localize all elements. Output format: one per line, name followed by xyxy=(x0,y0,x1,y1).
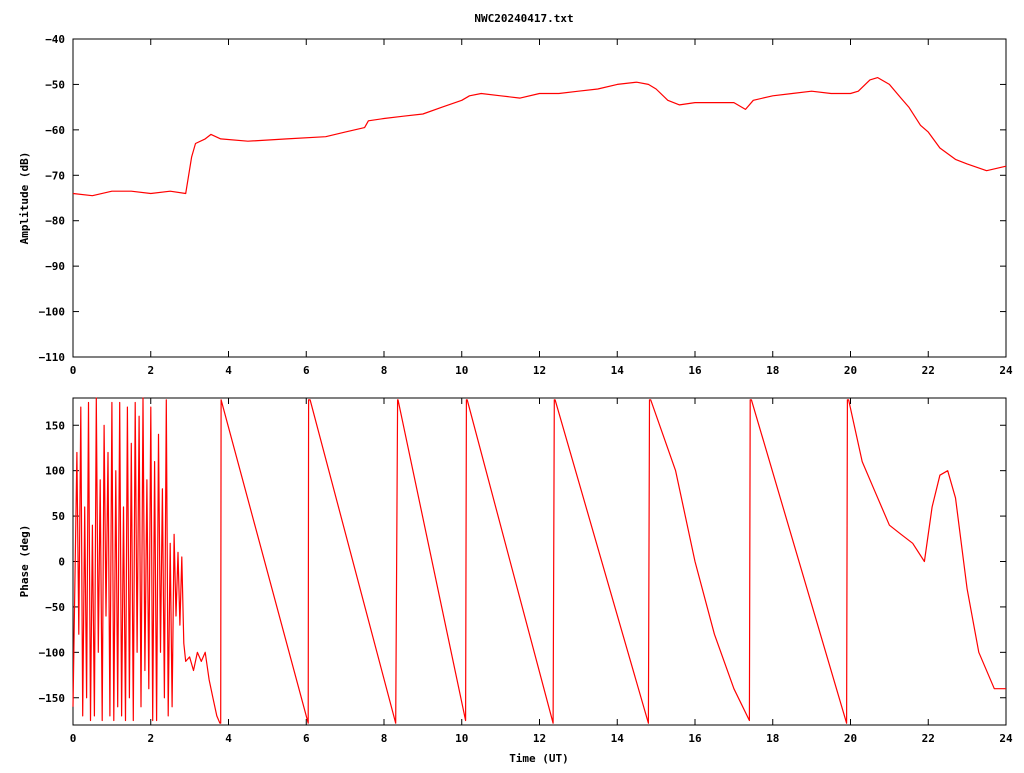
phase-x-tick-label: 14 xyxy=(611,732,625,745)
phase-y-tick-label: 0 xyxy=(58,556,65,569)
amplitude-y-tick-label: −110 xyxy=(39,351,66,364)
phase-y-tick-label: 50 xyxy=(52,510,65,523)
phase-y-tick-label: 100 xyxy=(45,465,65,478)
amplitude-x-tick-label: 16 xyxy=(688,364,702,377)
amplitude-y-tick-label: −80 xyxy=(45,215,65,228)
phase-x-tick-label: 24 xyxy=(999,732,1013,745)
amplitude-plot-frame xyxy=(72,38,1007,358)
amplitude-x-tick-label: 0 xyxy=(70,364,77,377)
phase-x-tick-label: 16 xyxy=(688,732,702,745)
amplitude-tick-labels: 0 2 4 6 8 10 12 14 16 18 20 22 24−110−100−90−80−70−6… xyxy=(39,33,1013,377)
amplitude-y-tick-label: −70 xyxy=(45,169,65,182)
phase-y-tick-label: 150 xyxy=(45,419,65,432)
amplitude-x-tick-label: 24 xyxy=(999,364,1013,377)
phase-y-tick-label: −100 xyxy=(39,646,66,659)
phase-x-tick-label: 2 xyxy=(147,732,154,745)
phase-plot-frame xyxy=(72,397,1007,726)
amplitude-x-tick-label: 20 xyxy=(844,364,857,377)
phase-panel: Phase (deg) Time (UT) 0 2 4 6 8 10 12 14 16 18 20 2… xyxy=(18,397,1013,765)
amplitude-y-tick-label: −100 xyxy=(39,306,66,319)
phase-x-tick-label: 10 xyxy=(455,732,468,745)
amplitude-y-axis-label: Amplitude (dB) xyxy=(18,152,31,245)
amplitude-trace xyxy=(72,77,1007,197)
phase-x-tick-label: 22 xyxy=(922,732,935,745)
phase-x-tick-label: 18 xyxy=(766,732,779,745)
phase-x-tick-label: 8 xyxy=(381,732,388,745)
amplitude-x-tick-label: 10 xyxy=(455,364,468,377)
phase-x-tick-label: 0 xyxy=(70,732,77,745)
phase-y-tick-label: −50 xyxy=(45,601,65,614)
amplitude-y-tick-label: −40 xyxy=(45,33,65,46)
phase-x-tick-label: 4 xyxy=(225,732,232,745)
amplitude-x-tick-label: 14 xyxy=(611,364,625,377)
phase-x-tick-label: 12 xyxy=(533,732,546,745)
phase-y-axis-label: Phase (deg) xyxy=(18,525,31,598)
amplitude-x-tick-label: 4 xyxy=(225,364,232,377)
phase-tick-labels: 0 2 4 6 8 10 12 14 16 18 20 22 24−150−100−5005010015… xyxy=(39,419,1013,745)
amplitude-y-tick-label: −50 xyxy=(45,78,65,91)
phase-x-axis-label: Time (UT) xyxy=(509,752,569,765)
phase-y-tick-label: −150 xyxy=(39,692,66,705)
amplitude-ticks xyxy=(72,38,1007,358)
amplitude-x-tick-label: 2 xyxy=(147,364,154,377)
amplitude-x-tick-label: 12 xyxy=(533,364,546,377)
amplitude-x-tick-label: 8 xyxy=(381,364,388,377)
amplitude-x-tick-label: 22 xyxy=(922,364,935,377)
amplitude-y-tick-label: −90 xyxy=(45,260,65,273)
amplitude-panel: Amplitude (dB) 0 2 4 6 8 10 12 14 16 18 20 22 24−110… xyxy=(18,33,1013,377)
amplitude-x-tick-label: 6 xyxy=(303,364,310,377)
amplitude-x-tick-label: 18 xyxy=(766,364,779,377)
phase-x-tick-label: 20 xyxy=(844,732,857,745)
chart-title: NWC20240417.txt xyxy=(474,12,573,25)
phase-trace xyxy=(72,397,1006,724)
amplitude-y-tick-label: −60 xyxy=(45,124,65,137)
phase-x-tick-label: 6 xyxy=(303,732,310,745)
phase-ticks xyxy=(72,398,1007,725)
